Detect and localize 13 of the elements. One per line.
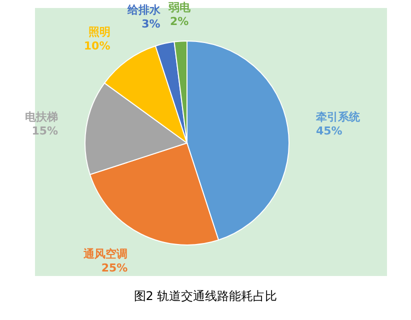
slice-label: 弱电 <box>167 0 192 14</box>
slice-label: 照明 <box>88 25 110 38</box>
data-label: 10% <box>84 39 110 52</box>
data-label: 3% <box>142 18 160 31</box>
slice-label: 通风空调 <box>82 247 128 260</box>
data-label: 45% <box>316 124 342 138</box>
data-label: 25% <box>101 261 128 274</box>
slice-label: 电扶梯 <box>25 110 58 124</box>
data-label: 2% <box>170 14 189 28</box>
slice-label: 给排水 <box>126 4 162 17</box>
caption: 图2 轨道交通线路能耗占比 <box>134 289 278 303</box>
data-label: 15% <box>32 124 58 138</box>
slice-label: 牵引系统 <box>316 110 361 124</box>
